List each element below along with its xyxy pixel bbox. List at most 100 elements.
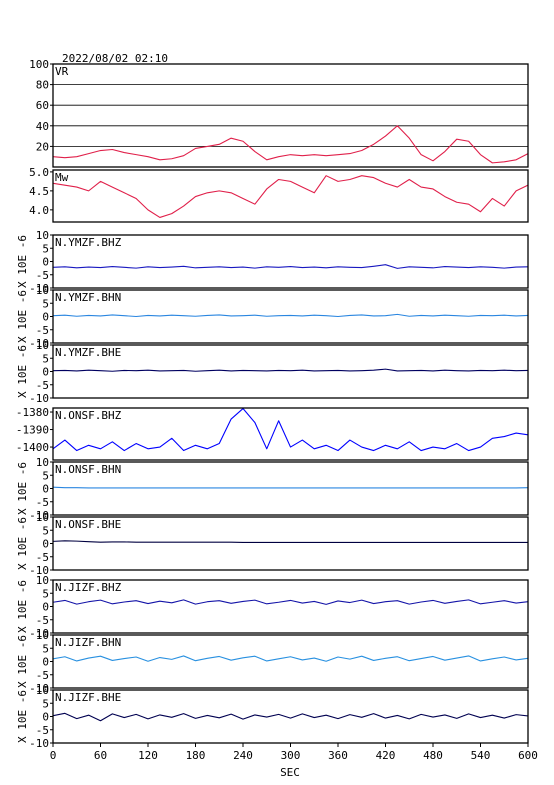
y-tick-label: 0 — [42, 256, 49, 269]
panel-label: N.ONSF.BHN — [55, 463, 121, 476]
chart-title: 2022/08/02 02:10 — [62, 52, 168, 65]
y-axis-label: X 10E -6 — [16, 690, 29, 743]
y-tick-label: -5 — [36, 614, 49, 627]
y-tick-label: 5 — [42, 242, 49, 255]
x-axis-label: SEC — [280, 766, 300, 779]
y-axis-label: X 10E -6 — [16, 290, 29, 343]
panel-label: Mw — [55, 171, 69, 184]
y-tick-label: -10 — [29, 282, 49, 295]
x-tick-label: 480 — [423, 749, 443, 762]
panel-label: N.JIZF.BHN — [55, 636, 121, 649]
y-tick-label: -5 — [36, 324, 49, 337]
trace — [53, 368, 528, 372]
y-tick-label: -10 — [29, 627, 49, 640]
y-tick-label: 5.0 — [29, 166, 49, 179]
y-axis-label: X 10E -6 — [16, 635, 29, 688]
y-tick-label: -5 — [36, 669, 49, 682]
y-axis-label: X 10E -6 — [16, 580, 29, 633]
y-tick-label: -10 — [29, 392, 49, 405]
y-tick-label: 0 — [42, 366, 49, 379]
y-tick-label: 5 — [42, 297, 49, 310]
y-tick-label: 80 — [36, 79, 49, 92]
y-tick-label: -1390 — [16, 424, 49, 437]
panel-frame — [52, 634, 529, 689]
y-tick-label: 5 — [42, 469, 49, 482]
y-tick-label: -5 — [36, 379, 49, 392]
y-tick-label: -5 — [36, 269, 49, 282]
panel-label: N.JIZF.BHZ — [55, 581, 122, 594]
trace — [53, 655, 528, 662]
panel-frame — [52, 344, 529, 399]
y-tick-label: 5 — [42, 587, 49, 600]
panel-frame — [52, 407, 529, 461]
x-tick-label: 420 — [376, 749, 396, 762]
x-tick-label: 600 — [518, 749, 538, 762]
panel-frame — [52, 169, 529, 223]
y-tick-label: -1380 — [16, 406, 49, 419]
y-tick-label: 5 — [42, 642, 49, 655]
trace — [53, 599, 528, 605]
y-tick-label: 0 — [42, 711, 49, 724]
y-tick-label: 10 — [36, 229, 49, 242]
y-tick-label: -10 — [29, 682, 49, 695]
panel-frame — [52, 234, 529, 289]
y-tick-label: 4.0 — [29, 204, 49, 217]
x-tick-label: 180 — [186, 749, 206, 762]
trace — [53, 486, 528, 489]
panel-label: N.ONSF.BHZ — [55, 409, 122, 422]
x-tick-label: 300 — [281, 749, 301, 762]
y-tick-label: 10 — [36, 339, 49, 352]
x-tick-label: 540 — [471, 749, 491, 762]
y-axis-label: X 10E -6 — [16, 517, 29, 570]
trace — [53, 175, 528, 218]
y-tick-label: 40 — [36, 120, 49, 133]
y-tick-label: -5 — [36, 496, 49, 509]
y-tick-label: 0 — [42, 483, 49, 496]
y-tick-label: 10 — [36, 284, 49, 297]
panel-frame — [52, 461, 529, 516]
y-tick-label: 5 — [42, 524, 49, 537]
y-tick-label: 5 — [42, 697, 49, 710]
y-tick-label: 10 — [36, 684, 49, 697]
panel-frame — [52, 689, 529, 744]
y-tick-label: -1400 — [16, 441, 49, 454]
y-tick-label: 0 — [42, 656, 49, 669]
y-tick-label: 5 — [42, 352, 49, 365]
y-tick-label: 0 — [42, 538, 49, 551]
y-tick-label: -10 — [29, 509, 49, 522]
y-axis-label: X 10E -6 — [16, 462, 29, 515]
y-tick-label: 100 — [29, 58, 49, 71]
panel-frame — [52, 63, 529, 168]
panel-label: VR — [55, 65, 69, 78]
x-tick-label: 0 — [50, 749, 57, 762]
trace — [53, 712, 528, 722]
panel-label: N.ONSF.BHE — [55, 518, 121, 531]
panel-label: N.YMZF.BHE — [55, 346, 121, 359]
x-tick-label: 120 — [138, 749, 158, 762]
x-tick-label: 360 — [328, 749, 348, 762]
x-tick-label: 60 — [94, 749, 107, 762]
panel-frame — [52, 579, 529, 634]
y-tick-label: -10 — [29, 564, 49, 577]
panel-label: N.YMZF.BHZ — [55, 236, 122, 249]
y-tick-label: 10 — [36, 629, 49, 642]
trace — [53, 264, 528, 269]
panel-label: N.JIZF.BHE — [55, 691, 121, 704]
y-tick-label: 0 — [42, 601, 49, 614]
y-tick-label: 10 — [36, 511, 49, 524]
x-tick-label: 240 — [233, 749, 253, 762]
y-tick-label: -5 — [36, 551, 49, 564]
y-axis-label: X 10E -6 — [16, 345, 29, 398]
y-tick-label: -10 — [29, 737, 49, 750]
trace — [53, 313, 528, 318]
y-tick-label: 0 — [42, 311, 49, 324]
trace — [53, 540, 528, 543]
y-tick-label: 10 — [36, 456, 49, 469]
y-tick-label: 10 — [36, 574, 49, 587]
y-tick-label: 4.5 — [29, 185, 49, 198]
trace — [53, 408, 528, 452]
trace — [53, 125, 528, 164]
panel-frame — [52, 289, 529, 344]
